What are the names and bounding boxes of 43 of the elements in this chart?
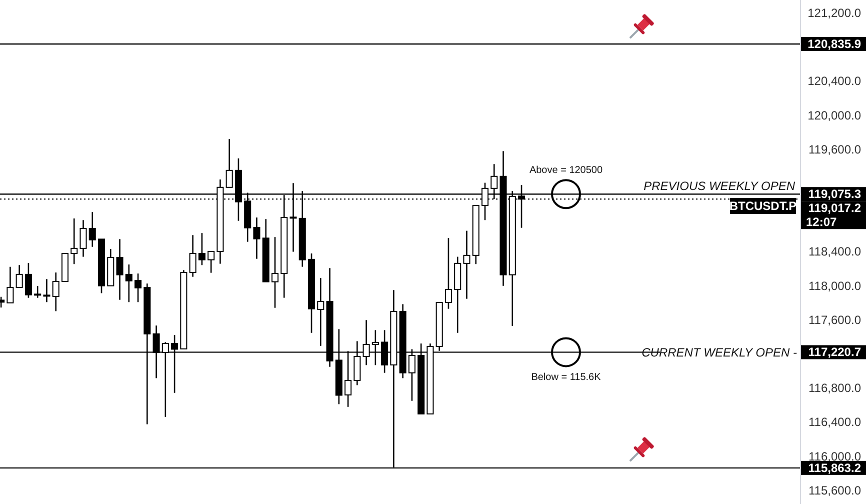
candlestick bbox=[70, 218, 78, 265]
candlestick bbox=[6, 266, 14, 304]
candlestick bbox=[271, 236, 278, 308]
candlestick bbox=[198, 232, 206, 266]
y-tick-label: 115,600.0 bbox=[808, 483, 862, 498]
y-tick-label: 120,000.0 bbox=[808, 108, 862, 122]
y-tick-label: 120,400.0 bbox=[808, 74, 862, 88]
ref-line-label: 120,835.9 bbox=[808, 37, 862, 51]
ref-line-label: 119,017.2 bbox=[808, 201, 862, 216]
candlestick bbox=[444, 237, 452, 310]
candlestick bbox=[463, 230, 470, 300]
ref-line-label: 117,220.7 bbox=[808, 345, 862, 360]
candlestick bbox=[134, 272, 142, 303]
text: 12:07 bbox=[806, 215, 838, 230]
ref-line-label: 119,075.3 bbox=[808, 187, 862, 202]
candlestick bbox=[24, 262, 32, 298]
candlestick bbox=[16, 264, 23, 288]
candlestick bbox=[208, 250, 215, 274]
annotation: Above = 120500 bbox=[529, 165, 603, 176]
y-tick-label: 118,400.0 bbox=[808, 244, 862, 259]
candlestick bbox=[125, 264, 132, 303]
annotation: PREVIOUS WEEKLY OPEN bbox=[644, 179, 796, 194]
candlestick bbox=[189, 234, 196, 278]
candlestick bbox=[317, 277, 324, 347]
candlestick bbox=[116, 238, 124, 300]
annotation: Below = 115.6K bbox=[531, 372, 602, 384]
candlestick bbox=[253, 216, 260, 260]
y-tick-label: 116,000.0 bbox=[808, 449, 862, 464]
candlestick bbox=[88, 211, 96, 248]
y-tick-label: 117,600.0 bbox=[808, 312, 862, 327]
candlestick bbox=[43, 278, 50, 303]
y-tick-label: 121,200.0 bbox=[808, 6, 862, 20]
candlestick bbox=[226, 138, 233, 188]
candlestick bbox=[52, 272, 60, 312]
y-tick-label: 119,600.0 bbox=[808, 142, 862, 156]
candlestick bbox=[34, 285, 42, 298]
ref-line-label: 115,863.2 bbox=[808, 460, 862, 475]
y-tick-label: 116,800.0 bbox=[808, 381, 862, 396]
annotation: CURRENT WEEKLY OPEN - bbox=[642, 346, 797, 360]
y-tick-label: 118,000.0 bbox=[808, 278, 862, 293]
y-tick-label: 116,400.0 bbox=[808, 415, 862, 430]
annotation: BTCUSDT.P bbox=[729, 199, 797, 214]
candlestick bbox=[80, 219, 87, 258]
